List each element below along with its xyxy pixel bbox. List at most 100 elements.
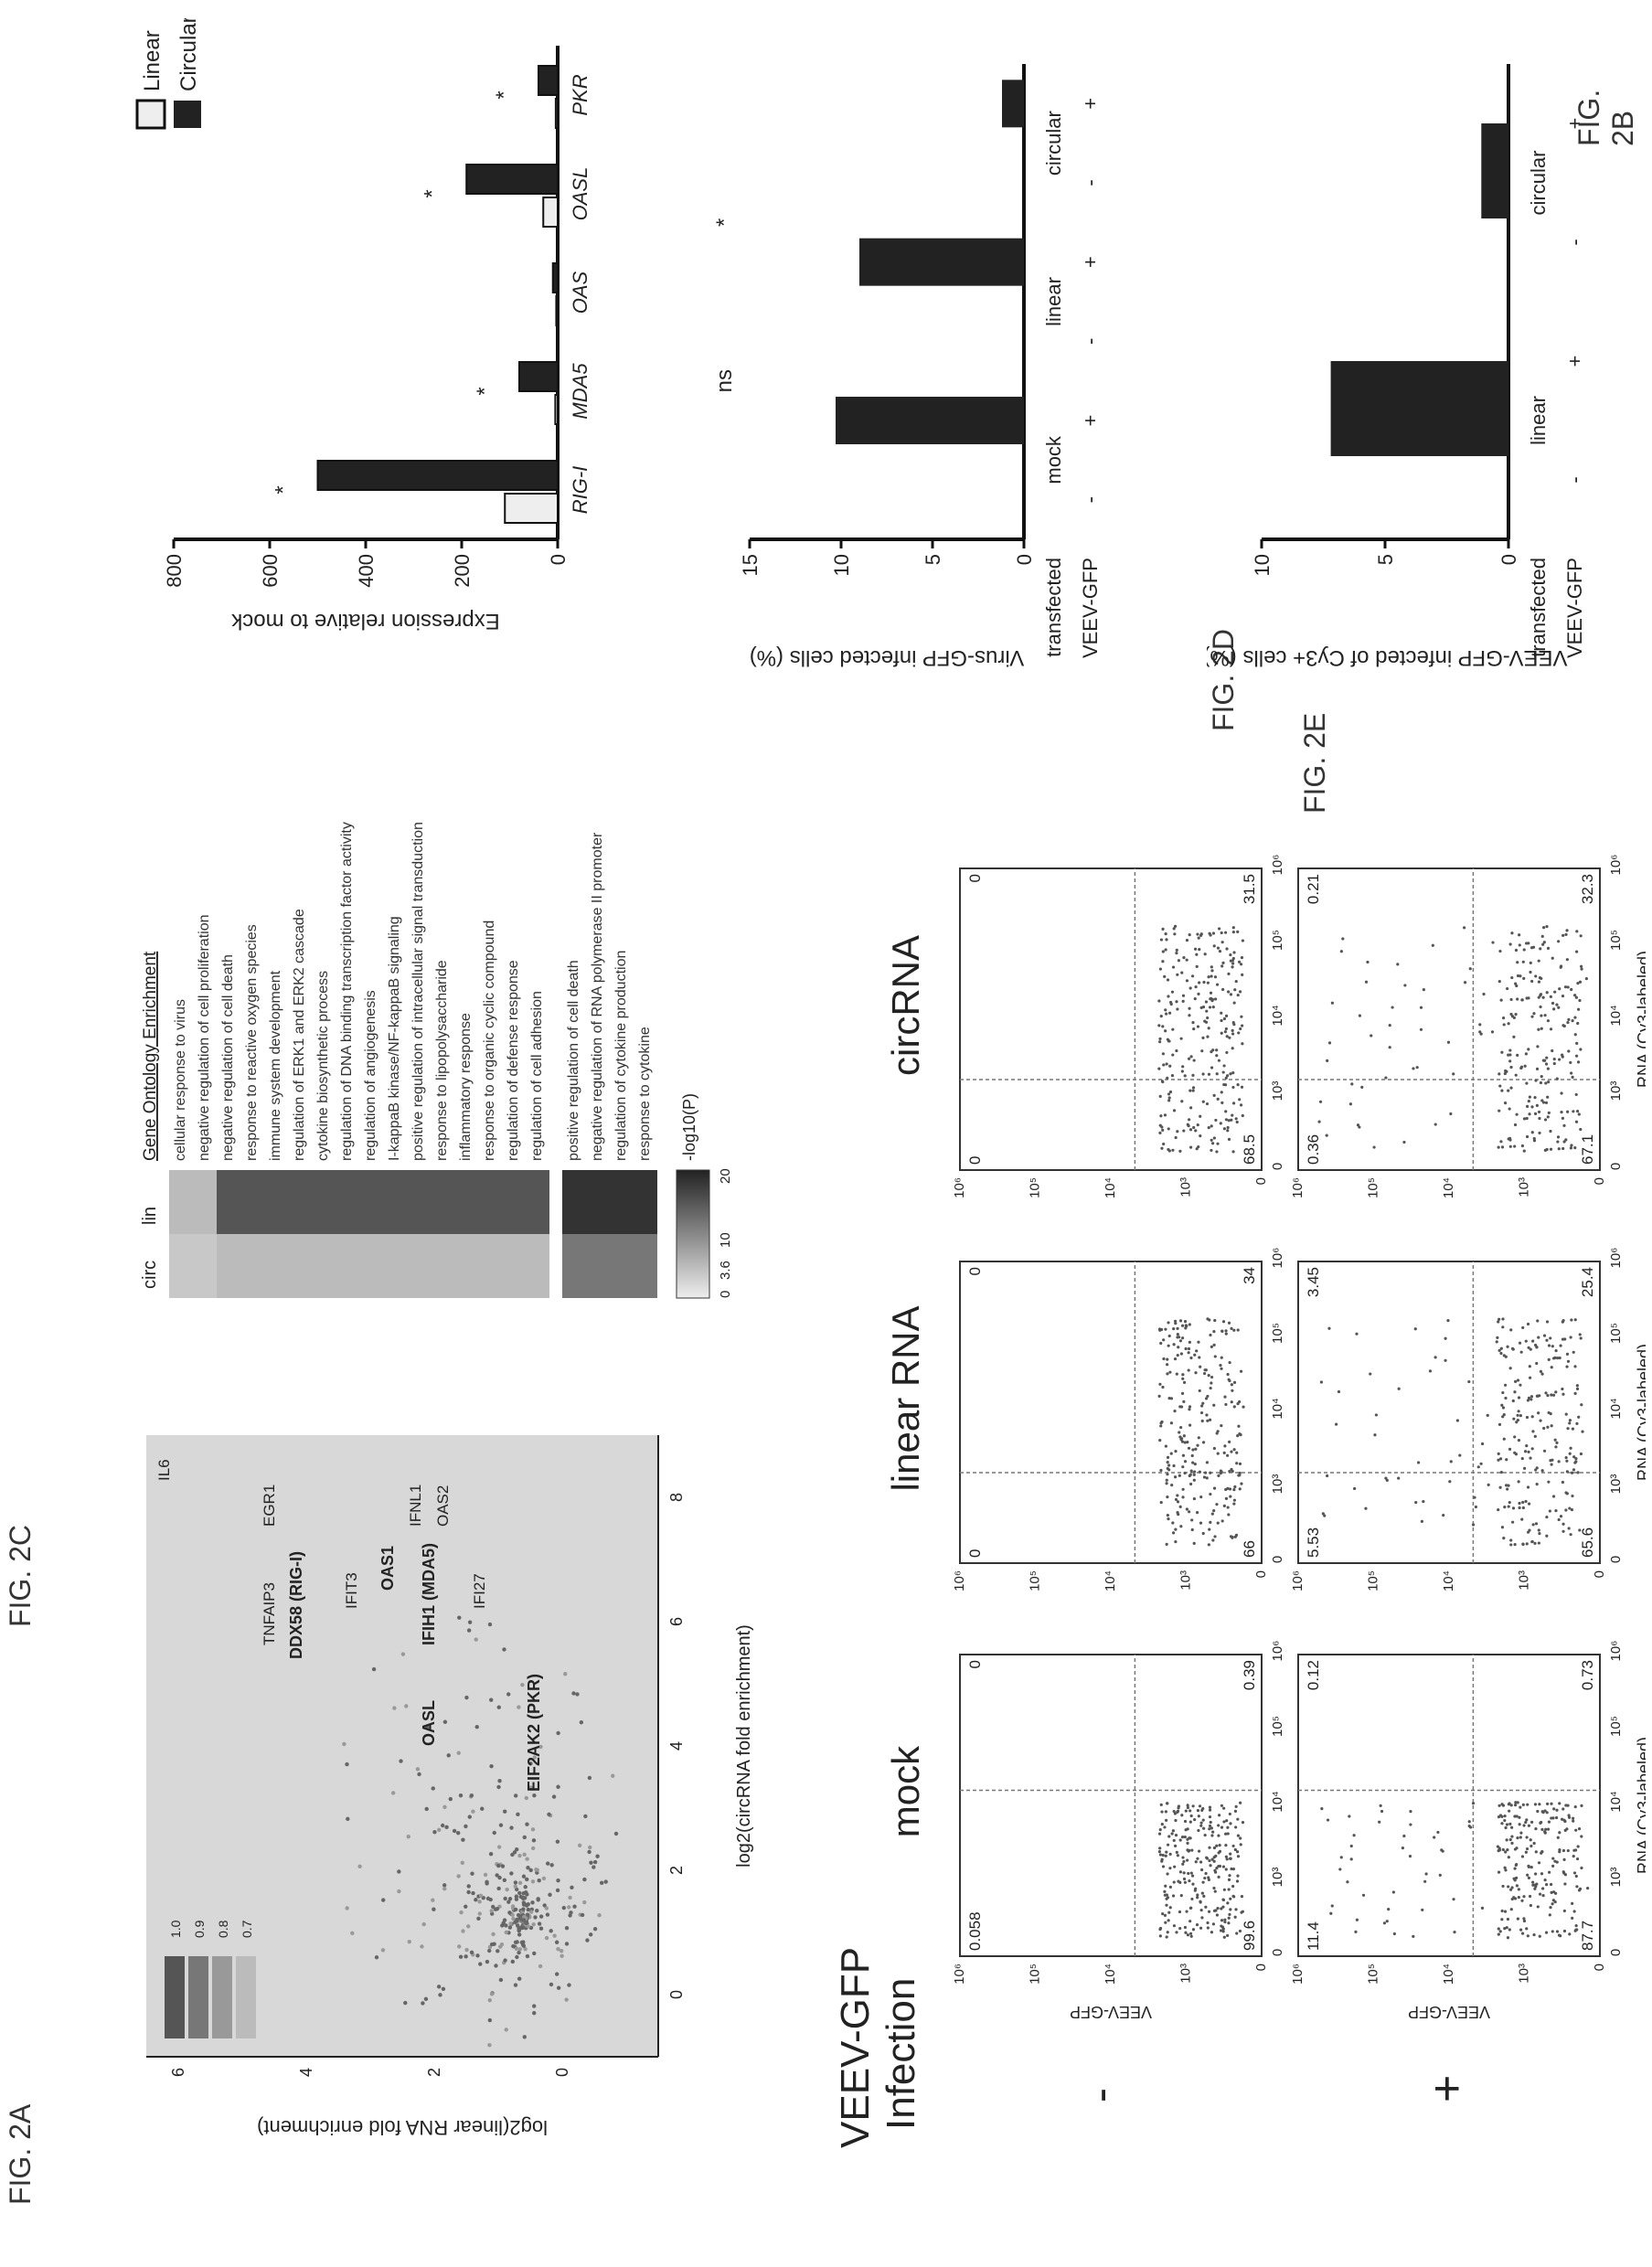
flow-event xyxy=(1519,1928,1523,1932)
heatmap-scale-label: -log10(P) xyxy=(680,1093,698,1161)
flow-event xyxy=(1517,1410,1520,1413)
panel-c-flow: VEEV-GFP Infection mock linear RNA circR… xyxy=(823,768,1652,2157)
heatmap-scale-tick-0: 0 xyxy=(718,1291,733,1298)
flow-event xyxy=(1231,1536,1234,1539)
flow-event xyxy=(1159,1341,1163,1346)
flow-event xyxy=(1422,988,1425,992)
flow-event xyxy=(1549,1027,1553,1031)
scatter-point xyxy=(496,1863,501,1868)
flow-event xyxy=(1238,1400,1242,1404)
flow-event xyxy=(1174,1322,1178,1325)
scatter-point xyxy=(520,1682,525,1687)
gene-label-oas1: OAS1 xyxy=(378,1546,397,1591)
flow-event xyxy=(1214,1118,1218,1123)
flow-event xyxy=(1179,1894,1183,1898)
flow-event xyxy=(1507,1856,1510,1859)
go-term: response to reactive oxygen species xyxy=(244,924,260,1161)
scatter-point xyxy=(342,1741,346,1747)
flow-event xyxy=(1519,1350,1523,1354)
flow-event xyxy=(1192,1496,1196,1501)
flow-event xyxy=(1545,1516,1549,1519)
fig2e-bar xyxy=(1330,361,1508,456)
flow-event xyxy=(1360,1085,1364,1089)
scatter-y-tick-label: 4 xyxy=(297,2068,315,2077)
flow-event xyxy=(1557,1147,1561,1151)
flow-event xyxy=(1165,1903,1168,1907)
fig2b-x-tick-label: PKR xyxy=(569,74,592,115)
flow-event xyxy=(1241,1042,1244,1046)
scatter-point xyxy=(522,2035,527,2039)
flow-event xyxy=(1530,1131,1534,1134)
flow-event xyxy=(1178,1431,1181,1434)
flow-y-tick-label: 10⁴ xyxy=(1441,1570,1456,1591)
flow-event xyxy=(1508,1837,1512,1842)
scatter-point xyxy=(469,1950,474,1955)
flow-event xyxy=(1199,1365,1202,1368)
flow-event xyxy=(1508,1802,1511,1805)
scatter-point xyxy=(564,1926,570,1931)
flow-event xyxy=(1167,1344,1170,1347)
flow-event xyxy=(1188,1820,1192,1824)
flow-x-tick-label: 10³ xyxy=(1608,1474,1624,1495)
flow-event xyxy=(1240,956,1244,960)
flow-event xyxy=(1206,1926,1210,1930)
scatter-y-tick-label: 6 xyxy=(169,2068,187,2077)
flow-event xyxy=(1549,1336,1552,1340)
flow-event xyxy=(1510,931,1514,935)
flow-event xyxy=(1167,1011,1172,1015)
flow-event xyxy=(1531,1430,1535,1433)
scatter-point xyxy=(476,1916,481,1921)
flow-event xyxy=(1224,1076,1228,1080)
flow-event xyxy=(1501,1390,1505,1395)
flow-event xyxy=(1541,1101,1546,1104)
gene-label-il6: IL6 xyxy=(155,1459,173,1481)
flow-event xyxy=(1513,1435,1517,1439)
flow-event xyxy=(1189,1055,1193,1059)
flow-event xyxy=(1574,1456,1578,1461)
flow-event xyxy=(1190,1518,1194,1522)
flow-event xyxy=(1523,1064,1527,1068)
scatter-point xyxy=(530,1846,536,1851)
flow-event xyxy=(1576,1060,1581,1064)
flow-event xyxy=(1503,1927,1507,1931)
flow-event xyxy=(1230,1326,1233,1330)
flow-event xyxy=(1414,1501,1418,1505)
flow-event xyxy=(1534,1079,1538,1082)
flow-event xyxy=(1570,1318,1573,1322)
flow-event xyxy=(1168,1867,1172,1870)
flow-event xyxy=(1173,1812,1178,1815)
flow-event xyxy=(1522,1895,1526,1899)
flow-event xyxy=(1575,1421,1579,1425)
flow-event xyxy=(1521,1325,1525,1330)
flow-event xyxy=(1231,962,1235,965)
flow-quadrant-ul: 0 xyxy=(966,1549,984,1558)
flow-event xyxy=(1498,1485,1502,1489)
flow-event xyxy=(1569,1533,1572,1537)
flow-event xyxy=(1208,1824,1212,1828)
flow-event xyxy=(1173,1319,1178,1323)
flow-event xyxy=(1177,1879,1180,1883)
flow-event xyxy=(1387,1908,1391,1911)
flow-event xyxy=(1540,1872,1544,1876)
flow-event xyxy=(1228,1487,1232,1491)
heatmap-cell-lin xyxy=(407,1170,431,1234)
flow-event xyxy=(1232,1328,1236,1332)
flow-event xyxy=(1192,1125,1196,1130)
flow-event xyxy=(1548,1913,1551,1917)
flow-event xyxy=(1509,1543,1513,1547)
flow-event xyxy=(1174,1527,1178,1531)
flow-event xyxy=(1557,1517,1561,1522)
flow-event xyxy=(1235,1932,1239,1935)
flow-x-tick-label: 10⁶ xyxy=(1608,1248,1624,1269)
flow-event xyxy=(1501,1317,1505,1321)
heatmap-title: Gene Ontology Enrichment xyxy=(141,951,160,1161)
flow-event xyxy=(1499,1471,1503,1474)
flow-event xyxy=(1200,1049,1204,1053)
flow-event xyxy=(1575,1885,1579,1889)
gene-label-egr1: EGR1 xyxy=(261,1485,278,1527)
flow-event xyxy=(1497,1348,1501,1352)
scatter-point xyxy=(521,1907,526,1911)
flow-event xyxy=(1543,1809,1547,1813)
flow-event xyxy=(1172,1924,1177,1928)
scatter-point xyxy=(374,1955,379,1960)
